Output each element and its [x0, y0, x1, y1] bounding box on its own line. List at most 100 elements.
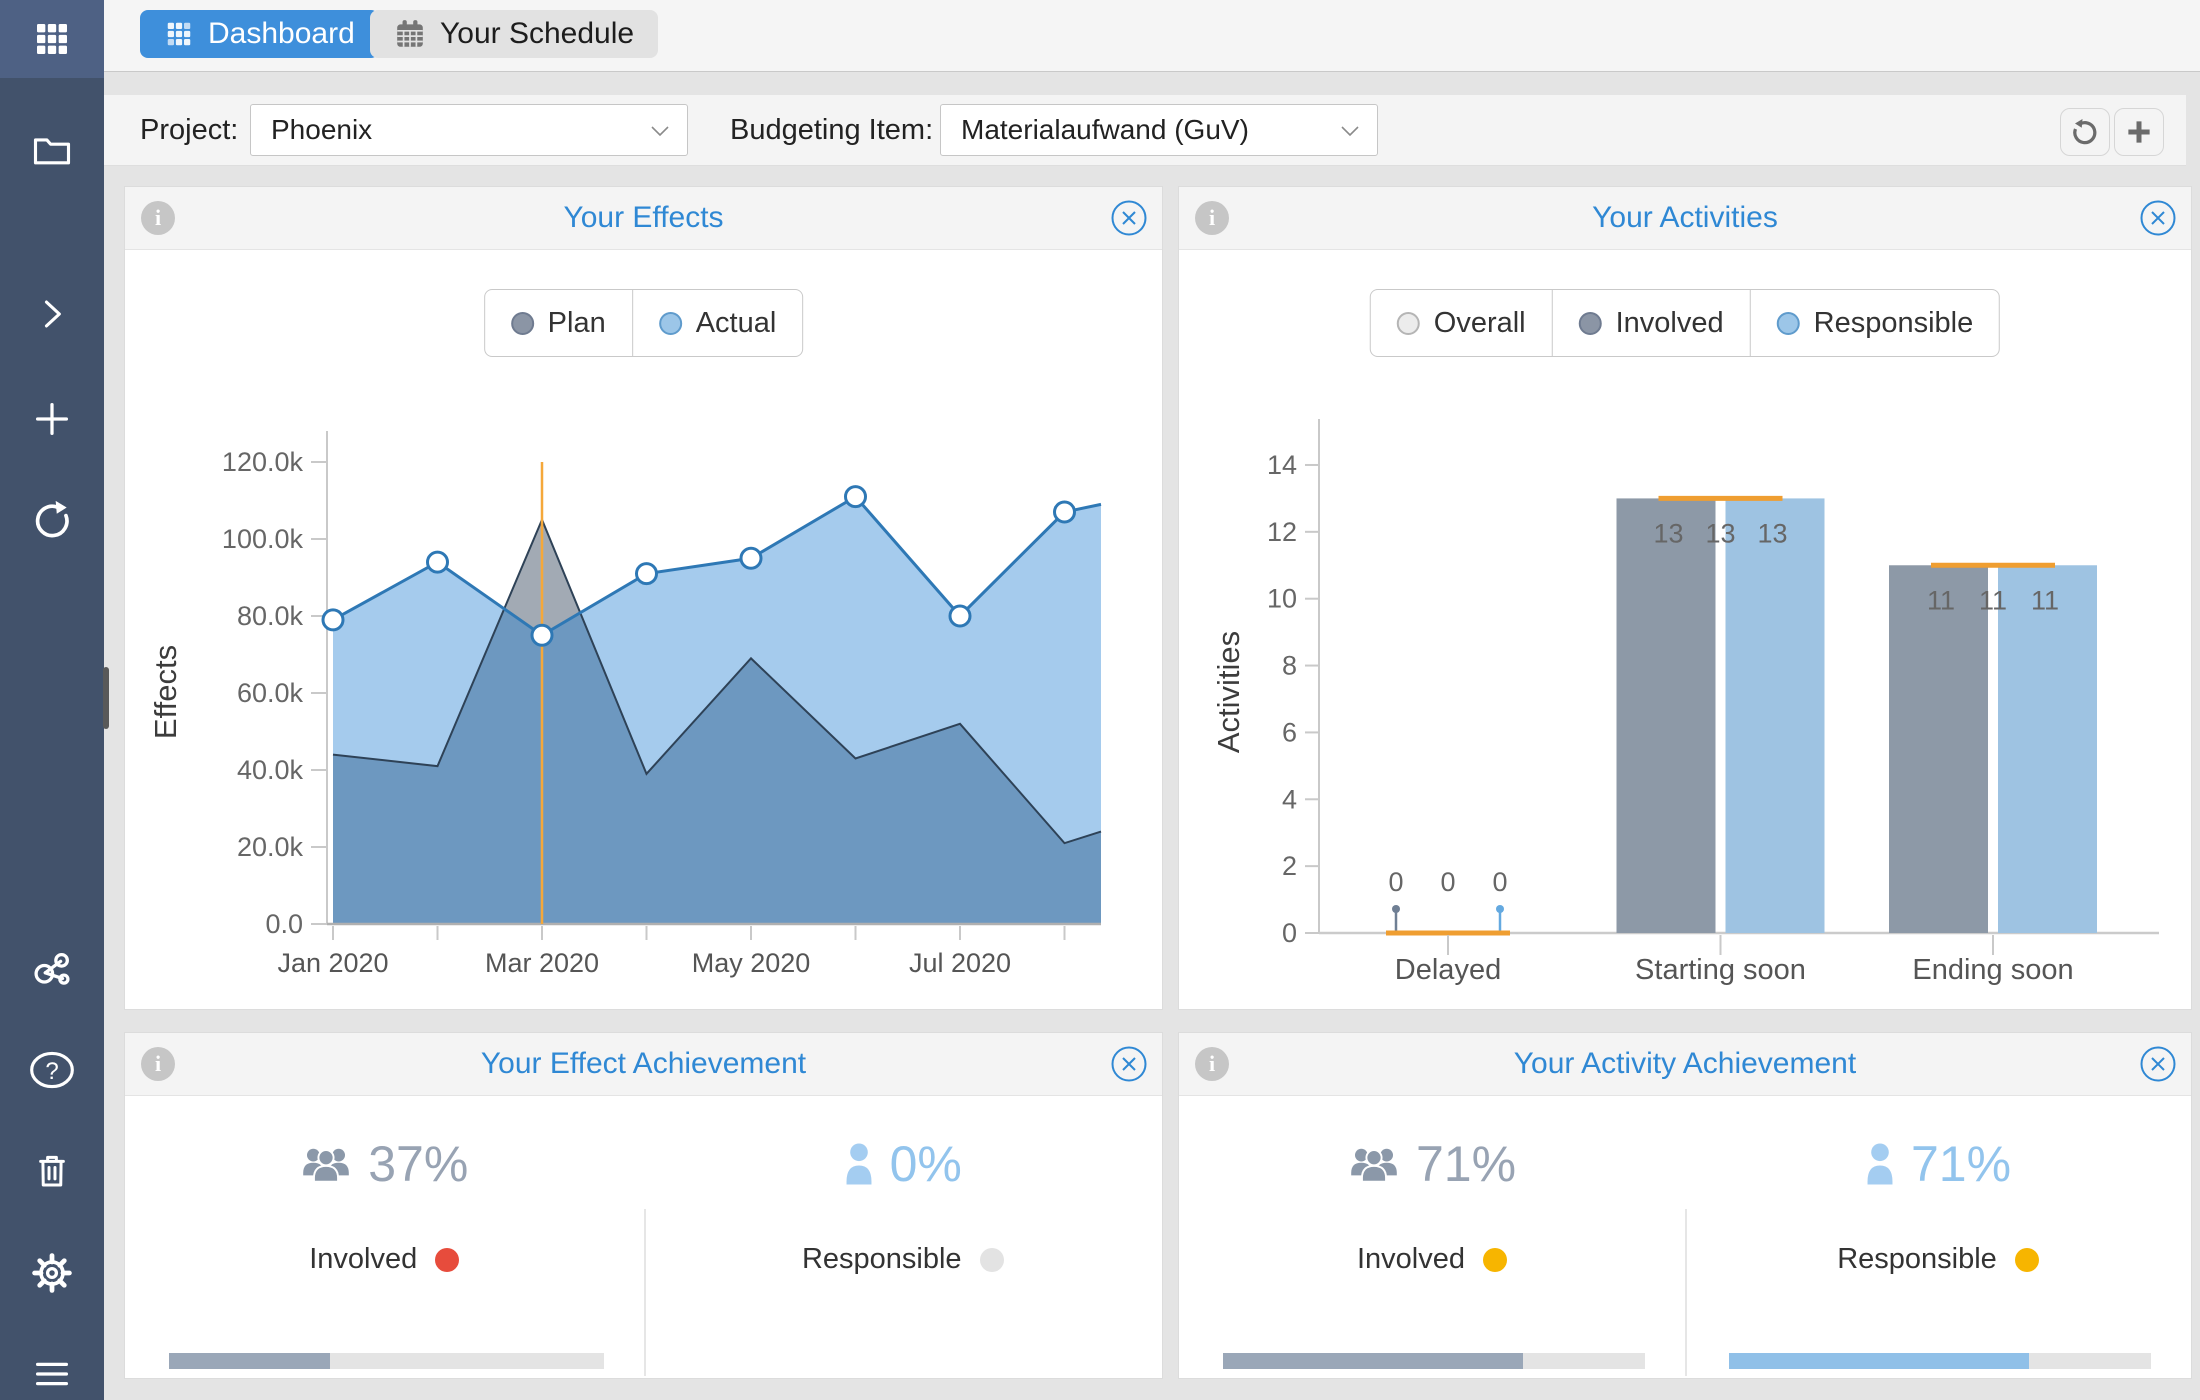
reset-button[interactable]	[2060, 108, 2110, 156]
topbar: Dashboard Your Schedule	[104, 0, 2200, 72]
info-icon[interactable]: i	[1195, 201, 1229, 235]
legend-item-overall[interactable]: Overall	[1371, 290, 1552, 356]
svg-text:2: 2	[1282, 851, 1297, 881]
filter-bar: Project: Phoenix Budgeting Item: Materia…	[104, 95, 2186, 166]
project-select[interactable]: Phoenix	[250, 104, 688, 156]
close-icon[interactable]	[2139, 199, 2177, 237]
svg-text:12: 12	[1267, 517, 1297, 547]
activities-legend: Overall Involved Responsible	[1369, 289, 2001, 357]
sidebar-item-dependencies[interactable]	[0, 938, 104, 998]
sidebar-item-expand[interactable]	[0, 284, 104, 344]
svg-text:100.0k: 100.0k	[222, 524, 304, 554]
sidebar-item-settings[interactable]	[0, 1243, 104, 1303]
svg-text:Starting soon: Starting soon	[1635, 954, 1806, 986]
trash-icon	[39, 1155, 65, 1187]
column-divider	[643, 1209, 646, 1376]
activity-responsible-column: 71% Responsible	[1685, 1095, 2191, 1380]
add-widget-button[interactable]	[2114, 108, 2164, 156]
svg-text:11: 11	[2031, 585, 2059, 615]
panel-title: Your Activity Achievement	[1513, 1047, 1857, 1080]
svg-text:4: 4	[1282, 784, 1297, 814]
svg-text:14: 14	[1267, 450, 1297, 480]
panel-title: Your Effect Achievement	[480, 1047, 807, 1080]
svg-text:0: 0	[1282, 918, 1297, 948]
svg-text:0: 0	[1440, 867, 1455, 897]
effects-legend: Plan Actual	[483, 289, 804, 357]
svg-text:0.0: 0.0	[265, 909, 303, 939]
help-icon: ?	[30, 1051, 74, 1089]
legend-actual-label: Actual	[695, 306, 777, 339]
svg-text:0: 0	[1492, 867, 1507, 897]
svg-text:May 2020: May 2020	[692, 948, 811, 978]
activity-responsible-progressbar	[1729, 1353, 2151, 1369]
effect-responsible-percent-row: 0%	[644, 1135, 1163, 1193]
svg-text:6: 6	[1282, 717, 1297, 747]
close-icon[interactable]	[1110, 1045, 1148, 1083]
activities-chart: 0 2 4 6 8 10 12 14 0 0 0 Delayed 13 13 13 Starting soon…	[1211, 419, 2159, 986]
budgeting-item-select[interactable]: Materialaufwand (GuV)	[940, 104, 1378, 156]
close-icon[interactable]	[1110, 199, 1148, 237]
svg-text:Ending soon: Ending soon	[1912, 954, 2073, 986]
sidebar-item-menu[interactable]	[0, 1344, 104, 1400]
svg-text:120.0k: 120.0k	[222, 447, 304, 477]
panel-your-effects: 0.0 20.0k 40.0k 60.0k 80.0k 100.0k 120.0k Jan 2…	[124, 186, 1163, 1010]
info-icon[interactable]: i	[141, 201, 175, 235]
person-icon	[1867, 1143, 1893, 1185]
svg-text:60.0k: 60.0k	[237, 678, 304, 708]
svg-text:0: 0	[1388, 867, 1403, 897]
svg-text:Jul 2020: Jul 2020	[909, 948, 1011, 978]
sidebar-item-help[interactable]: ?	[0, 1040, 104, 1100]
svg-text:8: 8	[1282, 651, 1297, 681]
folder-icon	[33, 138, 71, 165]
sidebar-item-trash[interactable]	[0, 1141, 104, 1201]
info-icon[interactable]: i	[1195, 1047, 1229, 1081]
svg-text:Activities: Activities	[1211, 631, 1246, 753]
effect-responsible-column: 0% Responsible	[644, 1095, 1163, 1380]
tab-your-schedule[interactable]: Your Schedule	[370, 10, 659, 58]
close-icon[interactable]	[2139, 1045, 2177, 1083]
svg-text:13: 13	[1705, 518, 1735, 548]
legend-plan-label: Plan	[547, 306, 606, 339]
status-red-icon	[435, 1247, 460, 1272]
activity-involved-percent: 71%	[1415, 1136, 1517, 1192]
activity-involved-column: 71% Involved	[1179, 1095, 1685, 1380]
activity-responsible-percent-row: 71%	[1685, 1135, 2191, 1193]
tab-dashboard[interactable]: Dashboard	[140, 10, 379, 58]
sidebar-item-projects[interactable]	[0, 120, 104, 180]
progress-fill	[1729, 1353, 2029, 1369]
info-icon[interactable]: i	[141, 1047, 175, 1081]
column-divider	[1685, 1209, 1687, 1376]
svg-text:11: 11	[1979, 585, 2007, 615]
activity-achievement-body: 71% Involved 71% Res	[1179, 1095, 2191, 1380]
effect-responsible-label-row: Responsible	[644, 1243, 1163, 1276]
legend-item-actual[interactable]: Actual	[631, 290, 803, 356]
panel-header: Your Effect Achievement i	[125, 1033, 1162, 1096]
legend-item-involved[interactable]: Involved	[1551, 290, 1750, 356]
svg-text:13: 13	[1757, 518, 1787, 548]
panel-header: Your Activity Achievement i	[1179, 1033, 2191, 1096]
sidebar-resize-handle[interactable]	[103, 667, 109, 729]
plan-dot-icon	[510, 311, 534, 335]
activity-responsible-label-row: Responsible	[1685, 1243, 2191, 1276]
chevron-right-icon	[44, 300, 61, 328]
status-yellow-icon	[1483, 1247, 1507, 1272]
progress-fill	[169, 1353, 330, 1369]
legend-item-responsible[interactable]: Responsible	[1749, 290, 2000, 356]
activity-involved-percent-row: 71%	[1179, 1135, 1685, 1193]
effect-responsible-label: Responsible	[801, 1243, 962, 1275]
svg-text:Jan 2020: Jan 2020	[277, 948, 388, 978]
sidebar-item-apps-active[interactable]	[0, 0, 104, 78]
sidebar-item-refresh[interactable]	[0, 490, 104, 550]
panel-your-effect-achievement: Your Effect Achievement i 37%	[124, 1032, 1163, 1379]
legend-involved-label: Involved	[1615, 306, 1724, 339]
tab-your-schedule-label: Your Schedule	[440, 17, 635, 50]
sidebar-item-add[interactable]	[0, 389, 104, 449]
svg-text:Mar 2020: Mar 2020	[485, 948, 599, 978]
chevron-down-icon	[1341, 126, 1359, 137]
effects-chart: 0.0 20.0k 40.0k 60.0k 80.0k 100.0k 120.0k Jan 2…	[148, 431, 1102, 978]
effect-involved-column: 37% Involved	[125, 1095, 644, 1380]
progress-fill	[1223, 1353, 1523, 1369]
menu-icon	[35, 1362, 69, 1386]
legend-item-plan[interactable]: Plan	[485, 290, 632, 356]
svg-text:80.0k: 80.0k	[237, 601, 304, 631]
